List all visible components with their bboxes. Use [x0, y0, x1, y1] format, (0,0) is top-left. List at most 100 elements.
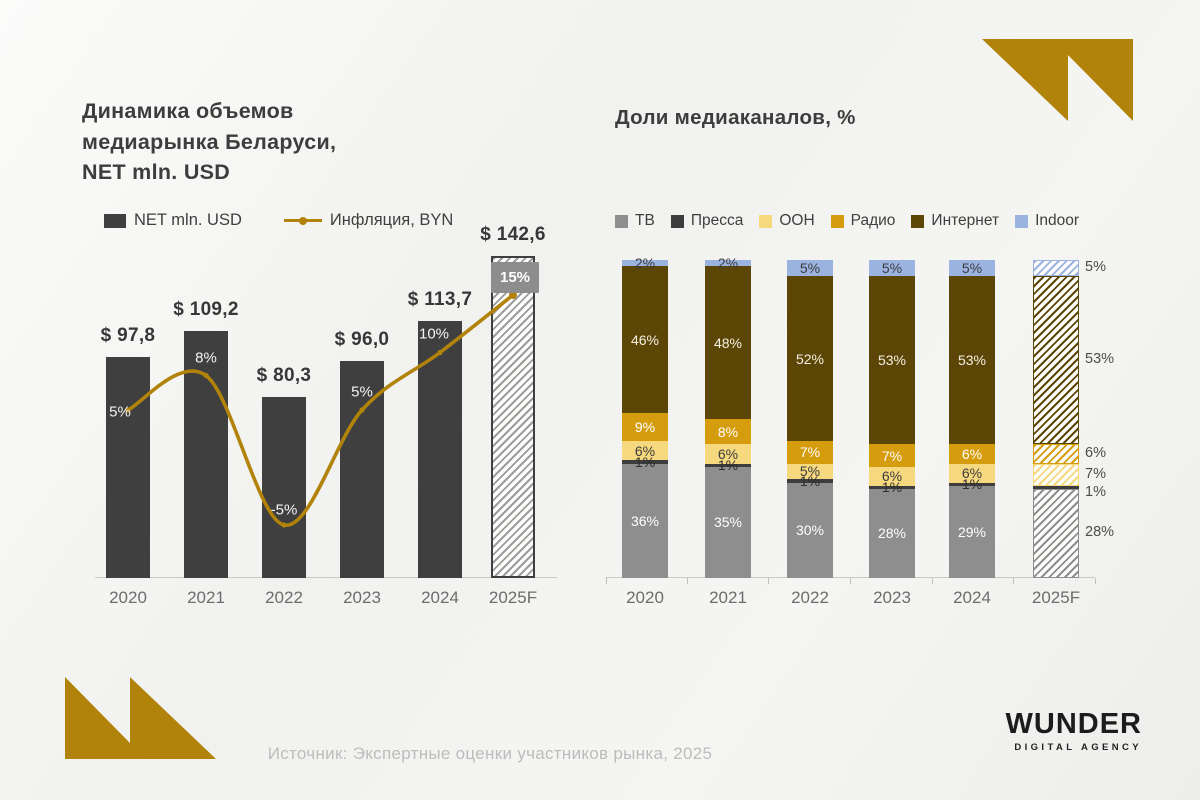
stack-segment-radio-2025F: [1033, 444, 1079, 464]
bar-2024: [418, 321, 462, 578]
x-tick-label-2020: 2020: [109, 588, 147, 607]
stack-segment-radio-2020: [622, 412, 668, 442]
stack-segment-internet-2025F: [1033, 275, 1079, 445]
wunder-logo: WUNDER DIGITAL AGENCY: [1005, 708, 1143, 754]
stack-segment-ooh-2022: [787, 463, 833, 480]
internet-legend-label: Интернет: [931, 212, 1000, 229]
pressa-legend-swatch: [670, 214, 684, 228]
legend-item-ooh: OOH: [759, 212, 815, 230]
stack-label-tv-2024: 29%: [957, 523, 987, 540]
stack-label-radio-2023: 7%: [881, 447, 903, 464]
bar-value-label: $ 142,6: [480, 223, 546, 245]
radio-legend-label: Радио: [850, 212, 896, 229]
inflation-label-2021: 8%: [195, 349, 217, 366]
stack-segment-radio-2021: [705, 419, 751, 445]
stack-segment-internet-2022: [787, 275, 833, 442]
bar-value-label: $ 96,0: [334, 329, 390, 351]
stack-segment-radio-2024: [949, 444, 995, 464]
stack-segment-pressa-2021: [705, 463, 751, 467]
stack-label-radio-2021: 8%: [717, 423, 739, 440]
forecast-label-radio: 6%: [1085, 444, 1106, 461]
stack-segment-ooh-2020: [622, 441, 668, 461]
stack-label-radio-2022: 7%: [799, 444, 821, 461]
axis-tick-2: [768, 578, 769, 584]
forecast-label-indoor: 5%: [1085, 258, 1106, 275]
legend-item-pressa: Пресса: [670, 212, 744, 230]
stack-segment-ooh-2025F: [1033, 463, 1079, 486]
axis-tick-3: [850, 578, 851, 584]
stack-segment-ooh-2021: [705, 444, 751, 464]
bar-value-label: $ 113,7: [407, 289, 473, 311]
x-tick-label-right-2020: 2020: [626, 588, 664, 607]
logo-name: WUNDER: [1005, 708, 1142, 740]
tv-legend-label: ТВ: [635, 212, 655, 229]
x-tick-label-right-2021: 2021: [709, 588, 747, 607]
stack-label-indoor-2020: 2%: [634, 255, 656, 272]
indoor-legend-label: Indoor: [1035, 212, 1080, 229]
stack-segment-indoor-2022: [787, 260, 833, 276]
forecast-label-pressa: 1%: [1085, 484, 1106, 501]
stack-segment-internet-2024: [949, 275, 995, 445]
inflation-legend-label: Инфляция, BYN: [329, 211, 454, 229]
inflation-label-2023: 5%: [351, 383, 373, 401]
legend-item-indoor: Indoor: [1015, 212, 1079, 230]
stack-label-radio-2020: 9%: [634, 418, 656, 435]
stack-segment-pressa-2020: [622, 460, 668, 464]
bar-value-label: $ 109,2: [173, 299, 239, 321]
forecast-label-ooh: 7%: [1085, 465, 1106, 482]
bar-value-label: $ 97,8: [100, 324, 156, 346]
stack-label-ooh-2021: 6%: [717, 445, 739, 462]
stack-label-internet-2024: 53%: [957, 352, 987, 369]
right-chart-legend: ТВ Пресса OOH Радио Интернет Indoor: [615, 212, 1079, 230]
inflation-label-2020: 5%: [109, 403, 131, 421]
stack-label-indoor-2023: 5%: [881, 259, 903, 276]
stack-segment-internet-2020: [622, 266, 668, 413]
x-tick-label-2025F: 2025F: [488, 588, 538, 607]
net-legend-swatch: [104, 213, 126, 228]
stack-label-indoor-2021: 2%: [717, 255, 739, 272]
stack-label-indoor-2024: 5%: [961, 259, 983, 276]
stack-label-pressa-2021: 1%: [717, 457, 739, 474]
ooh-legend-swatch: [759, 214, 773, 228]
internet-legend-swatch: [911, 214, 925, 228]
stack-label-indoor-2022: 5%: [799, 259, 821, 276]
stack-label-ooh-2024: 6%: [961, 465, 983, 482]
legend-item-inflation: Инфляция, BYN: [283, 211, 454, 230]
pressa-legend-label: Пресса: [690, 212, 744, 229]
inflation-label-2025F: 15%: [491, 261, 539, 293]
stack-label-pressa-2020: 1%: [634, 453, 656, 470]
indoor-legend-swatch: [1015, 214, 1029, 228]
stack-label-internet-2023: 53%: [877, 352, 907, 369]
stack-segment-internet-2023: [869, 275, 915, 445]
x-tick-label-right-2025F: 2025F: [1031, 588, 1081, 607]
left-chart-title: Динамика объемов медиарынка Беларуси, NE…: [82, 99, 337, 185]
corner-mark-top-right: [982, 39, 1133, 121]
legend-item-net: NET mln. USD: [104, 211, 242, 230]
axis-tick-4: [932, 578, 933, 584]
stack-segment-internet-2021: [705, 266, 751, 419]
stack-label-radio-2024: 6%: [961, 445, 983, 462]
stack-segment-radio-2023: [869, 444, 915, 467]
stack-segment-tv-2022: [787, 482, 833, 578]
x-tick-label-2021: 2021: [187, 588, 225, 607]
stack-segment-pressa-2023: [869, 485, 915, 489]
bar-2022: [262, 396, 306, 578]
x-tick-label-2024: 2024: [421, 588, 459, 607]
bar-value-label: $ 80,3: [256, 364, 312, 386]
stack-label-ooh-2023: 6%: [881, 468, 903, 485]
forecast-label-tv: 28%: [1085, 524, 1115, 541]
bar-2020: [106, 356, 150, 578]
bar-2021: [184, 331, 228, 578]
inflation-line-icon: [283, 216, 322, 225]
stack-segment-tv-2024: [949, 485, 995, 578]
forecast-label-internet: 53%: [1085, 351, 1115, 368]
legend-item-radio: Радио: [830, 212, 896, 230]
axis-tick-0: [606, 578, 607, 584]
left-chart-legend: NET mln. USD Инфляция, BYN: [104, 211, 453, 230]
stack-label-tv-2023: 28%: [877, 525, 907, 542]
bar-2025F: [491, 255, 535, 578]
x-tick-label-2022: 2022: [265, 588, 303, 607]
net-legend-label: NET mln. USD: [134, 211, 242, 229]
inflation-label-2022: -5%: [270, 501, 298, 519]
